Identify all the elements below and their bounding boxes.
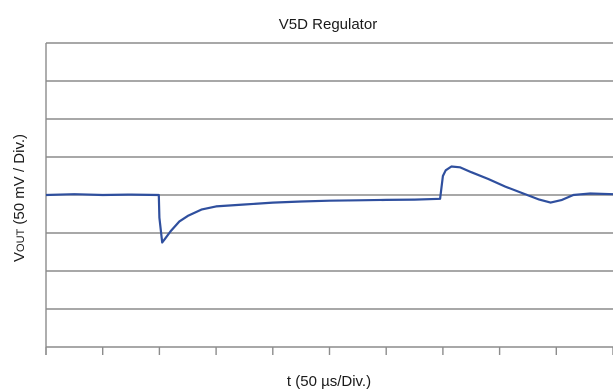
y-axis-label: VOUT (50 mV / Div.) (11, 134, 28, 262)
x-axis-ticks (45, 347, 613, 355)
vout-trace (45, 165, 613, 244)
y-axis-label-main: V (11, 252, 28, 262)
grid (45, 42, 613, 355)
y-axis-label-rest: (50 mV / Div.) (11, 134, 28, 229)
y-axis-label-sub: OUT (15, 228, 27, 252)
chart-title: V5D Regulator (279, 16, 377, 33)
x-axis-label: t (50 µs/Div.) (287, 373, 371, 390)
